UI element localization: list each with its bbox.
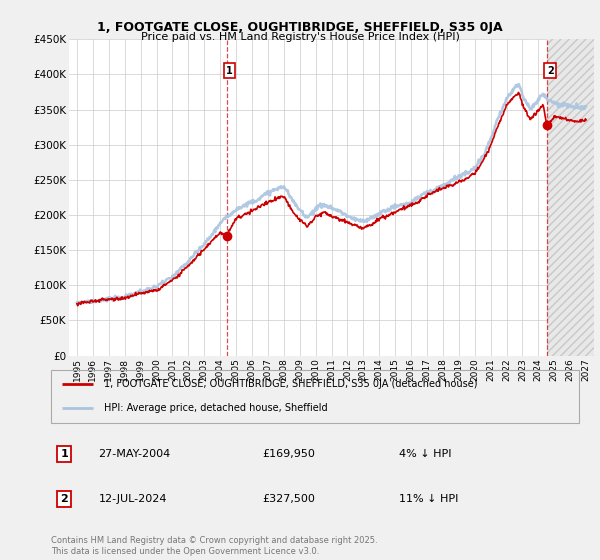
Text: £327,500: £327,500 <box>262 494 315 503</box>
Text: 1, FOOTGATE CLOSE, OUGHTIBRIDGE, SHEFFIELD, S35 0JA (detached house): 1, FOOTGATE CLOSE, OUGHTIBRIDGE, SHEFFIE… <box>104 380 478 390</box>
Bar <box>547 39 594 356</box>
Text: 2: 2 <box>61 494 68 503</box>
Text: 12-JUL-2024: 12-JUL-2024 <box>98 494 167 503</box>
Text: HPI: Average price, detached house, Sheffield: HPI: Average price, detached house, Shef… <box>104 403 328 413</box>
Text: Price paid vs. HM Land Registry's House Price Index (HPI): Price paid vs. HM Land Registry's House … <box>140 32 460 43</box>
Text: Contains HM Land Registry data © Crown copyright and database right 2025.
This d: Contains HM Land Registry data © Crown c… <box>51 536 377 556</box>
Text: 11% ↓ HPI: 11% ↓ HPI <box>400 494 459 503</box>
Text: 4% ↓ HPI: 4% ↓ HPI <box>400 449 452 459</box>
Text: £169,950: £169,950 <box>262 449 315 459</box>
Text: 1: 1 <box>226 66 233 76</box>
Text: 2: 2 <box>547 66 554 76</box>
Text: 27-MAY-2004: 27-MAY-2004 <box>98 449 171 459</box>
Text: 1, FOOTGATE CLOSE, OUGHTIBRIDGE, SHEFFIELD, S35 0JA: 1, FOOTGATE CLOSE, OUGHTIBRIDGE, SHEFFIE… <box>97 21 503 34</box>
Text: 1: 1 <box>61 449 68 459</box>
